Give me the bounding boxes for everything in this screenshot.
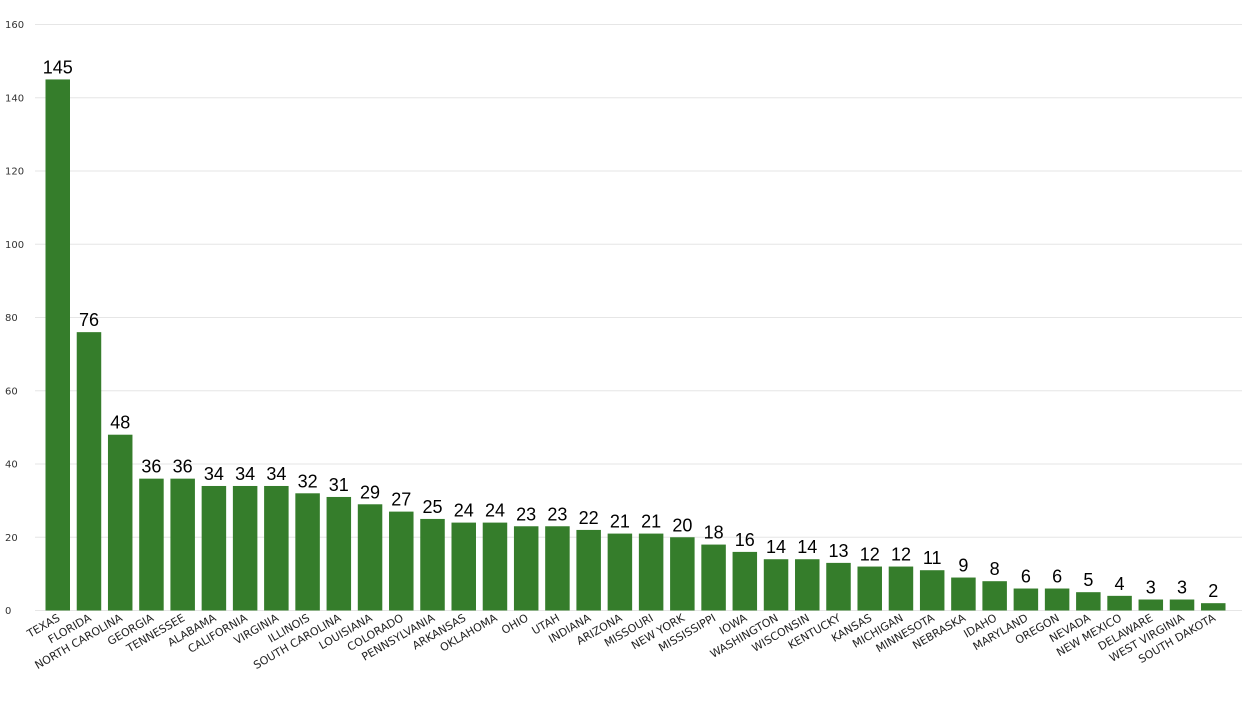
bar <box>795 559 820 611</box>
data-label: 36 <box>141 457 161 477</box>
bar <box>1076 592 1101 611</box>
data-label: 21 <box>641 512 661 532</box>
y-tick-label: 100 <box>5 240 24 251</box>
data-label: 2 <box>1208 581 1218 601</box>
bar <box>482 522 508 611</box>
bar <box>982 581 1007 611</box>
bar <box>232 485 258 611</box>
data-label: 16 <box>735 530 755 550</box>
y-tick-label: 120 <box>5 167 24 178</box>
bar <box>951 577 976 611</box>
data-label: 8 <box>990 559 1000 579</box>
data-label: 4 <box>1115 574 1125 594</box>
data-label: 5 <box>1083 570 1093 590</box>
data-label: 14 <box>766 537 786 557</box>
bar <box>857 566 882 611</box>
data-label: 9 <box>958 556 968 576</box>
y-axis-ticks: 0 20 40 60 80 100 120 140 160 <box>5 20 24 617</box>
bar <box>919 570 945 611</box>
data-label: 145 <box>43 57 73 77</box>
bar <box>1201 603 1226 611</box>
bar <box>107 434 133 611</box>
data-label: 24 <box>485 501 505 521</box>
data-label: 34 <box>266 464 286 484</box>
bar <box>1013 588 1039 611</box>
bar <box>545 526 570 611</box>
data-label: 3 <box>1146 578 1156 598</box>
data-label: 22 <box>579 508 599 528</box>
bar <box>264 485 289 611</box>
bar <box>826 562 851 611</box>
data-label: 6 <box>1021 567 1031 587</box>
bar <box>513 526 539 611</box>
bar <box>295 493 320 611</box>
y-tick-label: 0 <box>5 606 11 617</box>
bar <box>201 485 227 611</box>
y-tick-label: 80 <box>5 313 18 324</box>
bar <box>76 332 102 611</box>
data-label: 36 <box>173 457 193 477</box>
data-label: 34 <box>204 464 224 484</box>
bar <box>701 544 726 611</box>
bar <box>576 529 601 611</box>
data-label: 34 <box>235 464 255 484</box>
bar <box>139 478 164 611</box>
data-label: 12 <box>860 545 880 565</box>
data-label: 27 <box>391 490 411 510</box>
data-label: 12 <box>891 545 911 565</box>
x-tick-label: OHIO <box>499 611 531 637</box>
data-label: 3 <box>1177 578 1187 598</box>
y-tick-label: 20 <box>5 533 18 544</box>
data-label: 14 <box>797 537 817 557</box>
data-label: 29 <box>360 482 380 502</box>
bar <box>763 559 789 611</box>
y-tick-label: 160 <box>5 20 24 31</box>
data-label: 11 <box>923 548 942 568</box>
data-label: 13 <box>828 541 848 561</box>
bar <box>420 518 445 611</box>
data-label: 6 <box>1052 567 1062 587</box>
bar <box>670 537 695 611</box>
data-label: 23 <box>547 504 567 524</box>
bar <box>607 533 633 611</box>
bar <box>170 478 195 611</box>
bar <box>451 522 476 611</box>
data-label: 31 <box>329 475 349 495</box>
bar <box>732 551 758 611</box>
y-tick-label: 60 <box>5 386 18 397</box>
bar <box>1169 599 1195 611</box>
bar <box>45 79 70 611</box>
bar <box>1107 595 1132 611</box>
data-label: 20 <box>672 515 692 535</box>
bar <box>638 533 664 611</box>
data-label: 24 <box>454 501 474 521</box>
bar <box>888 566 914 611</box>
data-label: 48 <box>110 413 130 433</box>
data-label: 25 <box>422 497 442 517</box>
data-label: 32 <box>298 471 318 491</box>
y-tick-label: 40 <box>5 460 18 471</box>
data-label: 18 <box>704 523 724 543</box>
bars <box>45 79 1226 611</box>
y-tick-label: 140 <box>5 93 24 104</box>
bar <box>1138 599 1164 611</box>
bar <box>357 504 383 611</box>
bar <box>1044 588 1070 611</box>
bar <box>326 496 352 611</box>
data-label: 21 <box>610 512 630 532</box>
data-label: 23 <box>516 504 536 524</box>
data-label: 76 <box>79 310 99 330</box>
bar <box>389 511 414 611</box>
